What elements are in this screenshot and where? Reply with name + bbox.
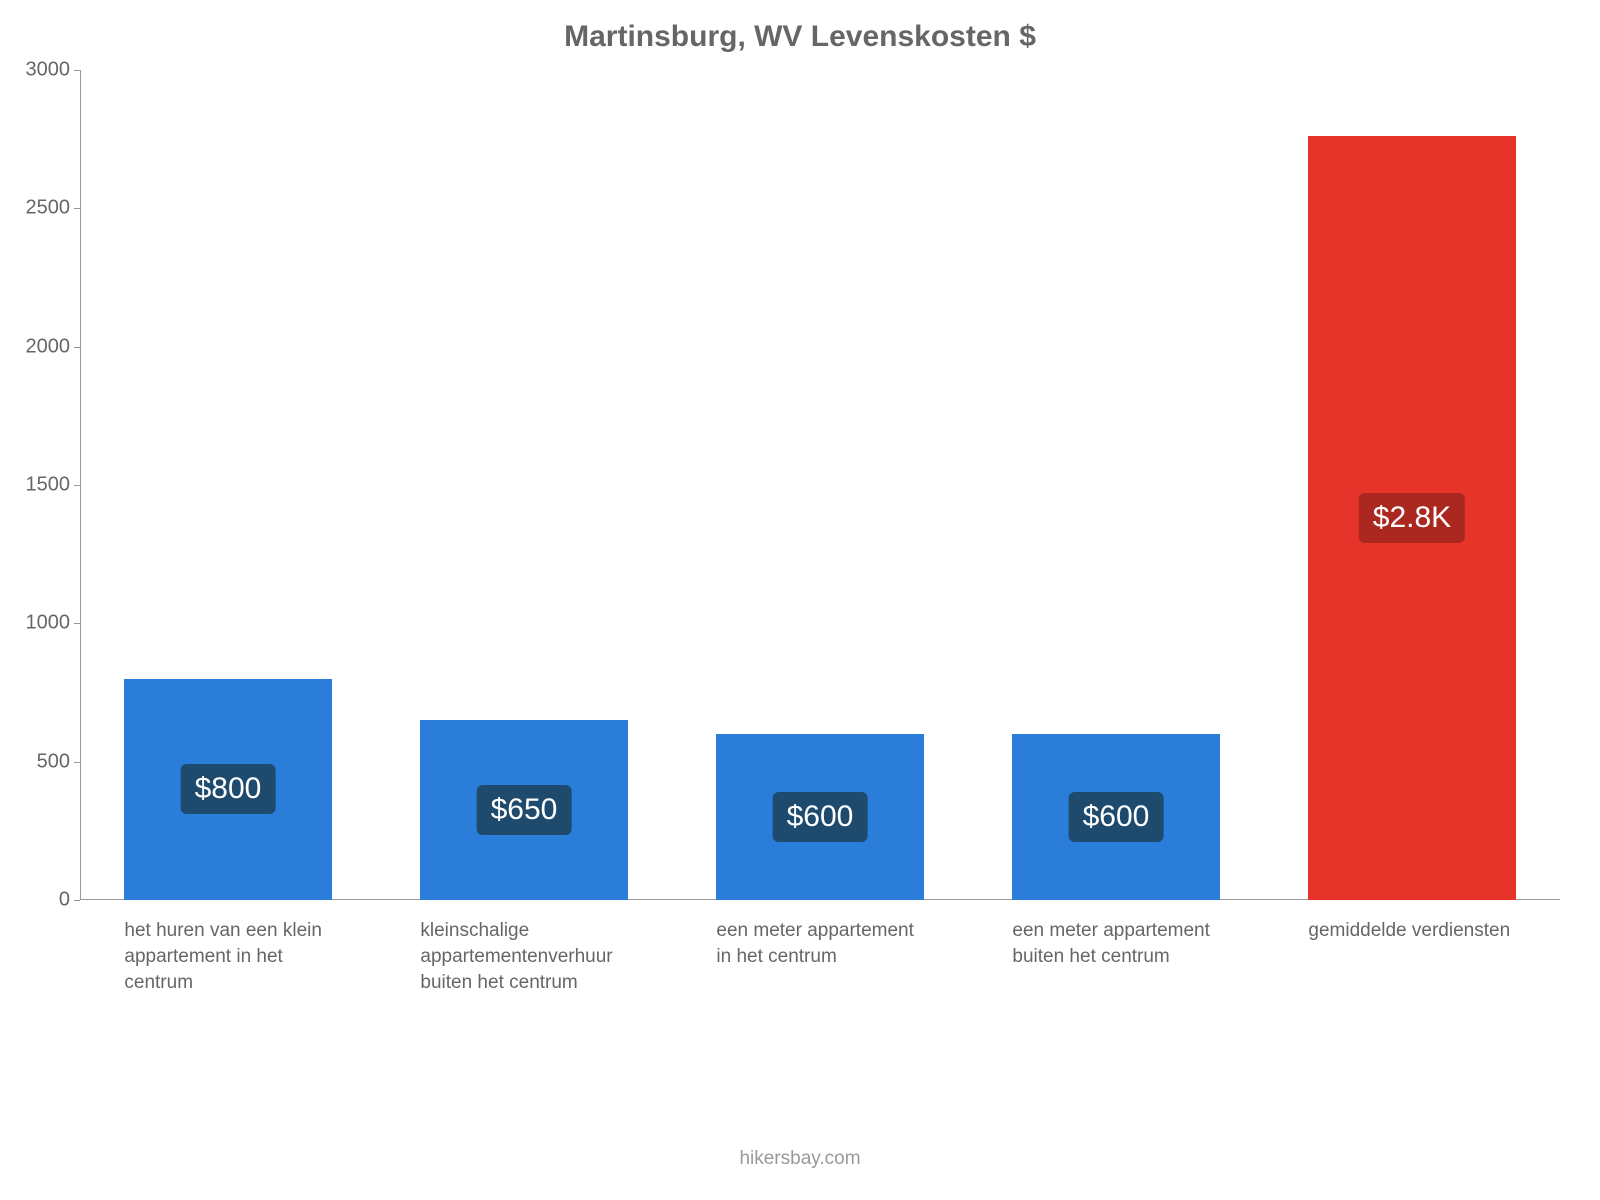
x-category-label: een meter appartement buiten het centrum: [1012, 918, 1219, 970]
y-tick-label: 0: [59, 889, 80, 912]
attribution-text: hikersbay.com: [0, 1148, 1600, 1170]
x-category-label: gemiddelde verdiensten: [1308, 918, 1515, 944]
bar-value-label: $800: [181, 764, 276, 814]
y-axis-line: [80, 70, 81, 900]
y-tick-label: 2000: [26, 335, 81, 358]
x-category-label: het huren van een klein appartement in h…: [124, 918, 331, 996]
bar-value-label: $650: [477, 785, 572, 835]
cost-of-living-chart: Martinsburg, WV Levenskosten $ 0 500 1000 1…: [0, 0, 1600, 1200]
y-tick-label: 1000: [26, 612, 81, 635]
y-tick-label: 2500: [26, 197, 81, 220]
chart-title: Martinsburg, WV Levenskosten $: [0, 20, 1600, 54]
bar-value-label: $600: [1069, 792, 1164, 842]
y-tick-label: 1500: [26, 474, 81, 497]
x-category-label: een meter appartement in het centrum: [716, 918, 923, 970]
y-tick-label: 3000: [26, 59, 81, 82]
plot-area: 050010001500200025003000 $800$650$600$60…: [80, 70, 1560, 900]
y-tick-label: 500: [37, 750, 80, 773]
bar-value-label: $600: [773, 792, 868, 842]
x-category-label: kleinschalige appartementenverhuur buite…: [420, 918, 627, 996]
bar-value-label: $2.8K: [1359, 493, 1465, 543]
